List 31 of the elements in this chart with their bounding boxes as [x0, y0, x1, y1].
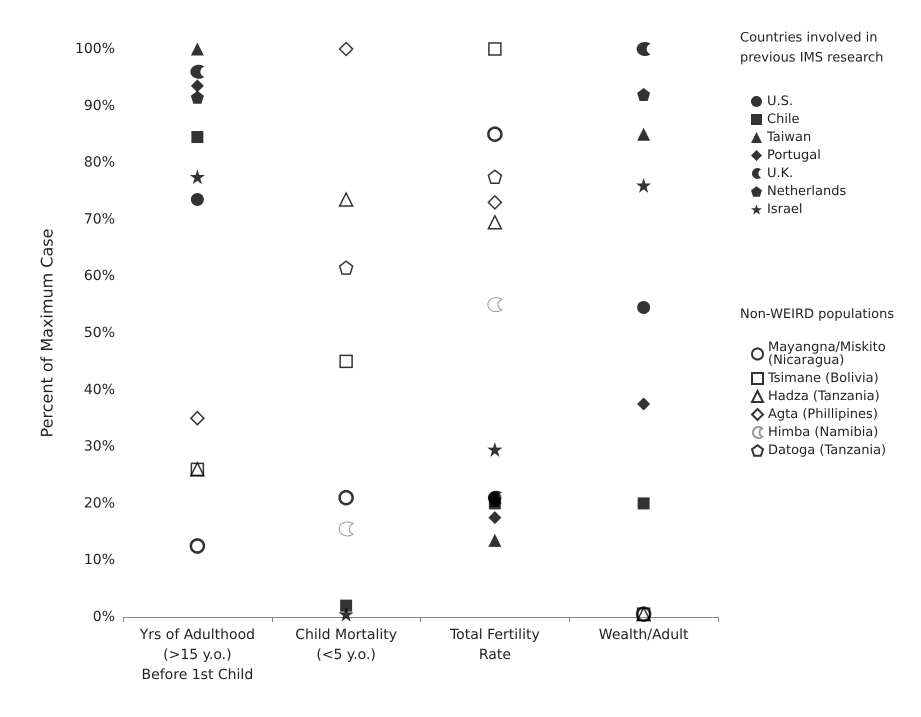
legend-label: Israel — [767, 202, 803, 217]
y-tick-label: 50% — [84, 325, 115, 341]
y-tick-label: 60% — [84, 268, 115, 284]
legend-label: Portugal — [767, 148, 821, 163]
y-tick-label: 80% — [84, 154, 115, 171]
y-tick-label: 20% — [84, 495, 115, 512]
y-tick-label: 10% — [84, 552, 115, 568]
x-tick-label: Child Mortality (<5 y.o.) — [295, 627, 398, 663]
text: Non-WEIRD populations — [740, 307, 894, 322]
y-axis-title: Percent of Maximum Case — [38, 228, 56, 438]
legend-label: Datoga (Tanzania) — [768, 443, 886, 458]
legend-label: U.K. — [767, 166, 794, 181]
x-tick-label: Wealth/Adult — [598, 627, 689, 643]
legend-label: Tsimane (Bolivia) — [767, 371, 879, 386]
legend-label: Mayangna/Miskito (Nicaragua) — [768, 340, 886, 368]
y-tick-label: 100% — [74, 41, 115, 57]
legend-label: Chile — [767, 112, 800, 127]
x-tick-label: Total Fertility Rate — [449, 627, 540, 663]
legend-label: Agta (Phillipines) — [768, 407, 878, 422]
y-tick-label: 30% — [84, 438, 115, 455]
legend-label: Taiwan — [766, 130, 812, 145]
legend-title: Countries involved in previous IMS research — [740, 30, 884, 66]
y-tick-label: 70% — [84, 211, 115, 228]
x-tick-label: Yrs of Adulthood (>15 y.o.) Before 1st Child — [138, 627, 256, 683]
y-tick-label: 0% — [92, 609, 115, 625]
legend-label: Himba (Namibia) — [768, 425, 878, 440]
y-tick-label: 40% — [84, 382, 115, 398]
legend-label: Netherlands — [767, 184, 846, 199]
legend-label: U.S. — [767, 94, 794, 109]
legend-label: Hadza (Tanzania) — [768, 389, 880, 404]
y-tick-label: 90% — [84, 98, 115, 114]
